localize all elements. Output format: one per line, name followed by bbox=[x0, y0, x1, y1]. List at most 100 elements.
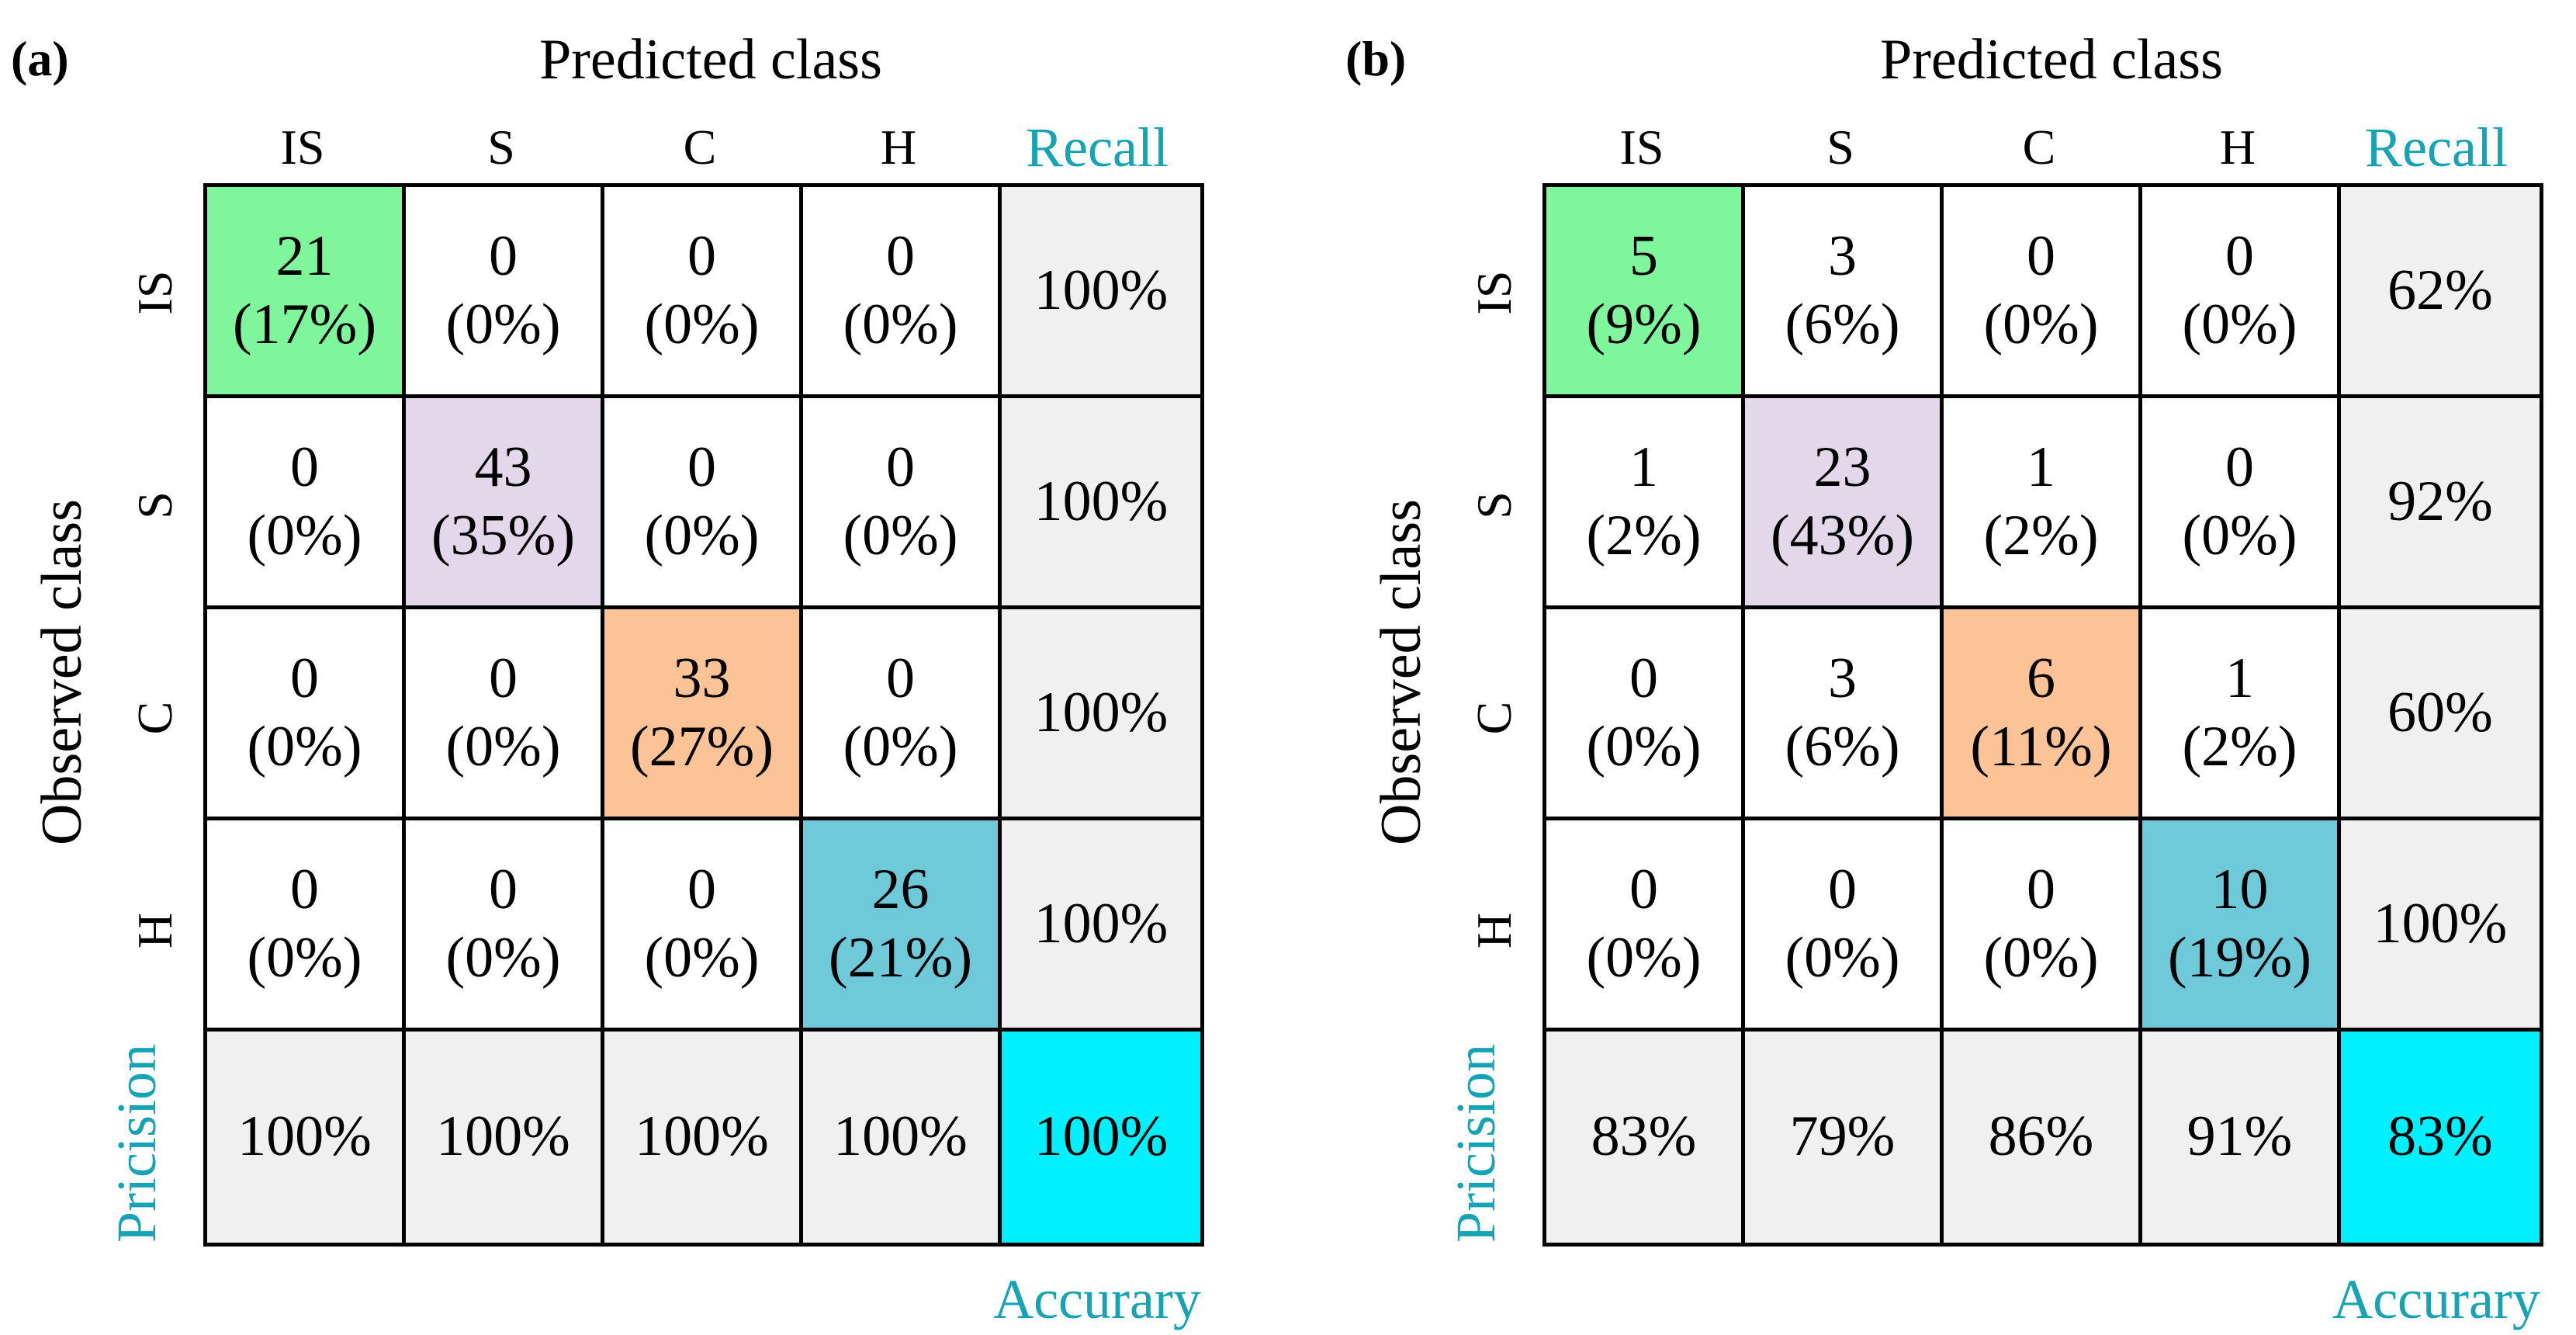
row-label-h: H bbox=[1466, 912, 1522, 949]
row-label-is: IS bbox=[127, 270, 182, 315]
recall-cell-is: 100% bbox=[1002, 187, 1200, 398]
cell-count: 33 bbox=[673, 647, 731, 711]
matrix-cell-h-c: 0 (0%) bbox=[1944, 820, 2142, 1032]
cell-count: 0 bbox=[1629, 647, 1658, 711]
precision-value: 100% bbox=[436, 1104, 570, 1169]
matrix-cell-is-h: 0 (0%) bbox=[2142, 187, 2341, 398]
matrix-cell-s-c: 1 (2%) bbox=[1944, 398, 2142, 609]
recall-cell-c: 100% bbox=[1002, 609, 1200, 820]
panel-a: (a) Predicted class IS S C H Recall Obse… bbox=[11, 28, 1204, 1330]
cell-percent: (17%) bbox=[233, 292, 376, 356]
matrix-cell-s-s: 23 (43%) bbox=[1745, 398, 1944, 609]
precision-value: 79% bbox=[1789, 1104, 1896, 1169]
cell-count: 1 bbox=[2027, 435, 2055, 500]
matrix-cell-is-is: 21 (17%) bbox=[207, 187, 406, 398]
cell-percent: (27%) bbox=[630, 714, 774, 778]
predicted-class-title: Predicted class bbox=[539, 28, 882, 92]
cell-percent: (0%) bbox=[1785, 925, 1900, 990]
recall-value: 100% bbox=[1034, 469, 1169, 533]
cell-count: 0 bbox=[2225, 435, 2254, 500]
cell-percent: (19%) bbox=[2168, 925, 2311, 990]
matrix-cell-h-is: 0 (0%) bbox=[207, 820, 406, 1032]
precision-cell-h: 100% bbox=[803, 1032, 1002, 1243]
matrix-cell-h-c: 0 (0%) bbox=[604, 820, 803, 1032]
precision-cell-h: 91% bbox=[2142, 1032, 2341, 1243]
cell-count: 0 bbox=[687, 858, 716, 922]
matrix-cell-is-s: 3 (6%) bbox=[1745, 187, 1944, 398]
matrix-cell-c-c: 33 (27%) bbox=[604, 609, 803, 820]
recall-value: 60% bbox=[2387, 680, 2493, 744]
observed-class-label: Observed class bbox=[1369, 499, 1433, 845]
matrix-cell-h-is: 0 (0%) bbox=[1546, 820, 1745, 1032]
matrix-cell-h-h: 10 (19%) bbox=[2142, 820, 2341, 1032]
column-label-h: H bbox=[880, 120, 917, 175]
matrix-cell-c-s: 3 (6%) bbox=[1745, 609, 1944, 820]
cell-percent: (0%) bbox=[843, 503, 958, 567]
cell-count: 0 bbox=[1828, 858, 1857, 922]
recall-cell-s: 92% bbox=[2341, 398, 2540, 609]
cell-percent: (0%) bbox=[1983, 292, 2099, 356]
column-label-is: IS bbox=[1619, 120, 1664, 175]
cell-count: 0 bbox=[2225, 224, 2254, 289]
matrix-cell-s-c: 0 (0%) bbox=[604, 398, 803, 609]
confusion-matrix: 5 (9%) 3 (6%) 0 (0%) 0 (0%) 62% 1 (2%) 23 (43%) 1 (2%)… bbox=[1542, 183, 2543, 1247]
cell-percent: (0%) bbox=[445, 925, 561, 990]
precision-value: 91% bbox=[2186, 1104, 2293, 1169]
cell-percent: (0%) bbox=[247, 503, 362, 567]
matrix-cell-is-s: 0 (0%) bbox=[406, 187, 604, 398]
cell-percent: (9%) bbox=[1586, 292, 1702, 356]
predicted-class-title: Predicted class bbox=[1880, 28, 2223, 92]
panel-label: (a) bbox=[11, 31, 69, 86]
cell-count: 21 bbox=[275, 224, 334, 289]
cell-count: 0 bbox=[1629, 858, 1658, 922]
precision-label: Pricision bbox=[1445, 1043, 1507, 1243]
matrix-cell-h-s: 0 (0%) bbox=[1745, 820, 1944, 1032]
recall-label: Recall bbox=[1026, 116, 1169, 179]
accuracy-value: 100% bbox=[1034, 1104, 1169, 1169]
precision-value: 86% bbox=[1988, 1104, 2094, 1169]
cell-percent: (11%) bbox=[1970, 714, 2112, 778]
cell-count: 3 bbox=[1828, 647, 1857, 711]
precision-value: 83% bbox=[1591, 1104, 1697, 1169]
recall-label: Recall bbox=[2365, 116, 2508, 179]
cell-count: 0 bbox=[886, 435, 915, 500]
precision-label: Pricision bbox=[106, 1043, 168, 1243]
matrix-cell-h-s: 0 (0%) bbox=[406, 820, 604, 1032]
cell-count: 1 bbox=[2225, 647, 2254, 711]
cell-count: 10 bbox=[2211, 858, 2269, 922]
matrix-cell-c-h: 0 (0%) bbox=[803, 609, 1002, 820]
recall-cell-h: 100% bbox=[1002, 820, 1200, 1032]
cell-percent: (0%) bbox=[843, 292, 958, 356]
accuracy-cell: 83% bbox=[2341, 1032, 2540, 1243]
recall-cell-c: 60% bbox=[2341, 609, 2540, 820]
accuracy-label: Accurary bbox=[993, 1268, 1201, 1330]
recall-cell-h: 100% bbox=[2341, 820, 2540, 1032]
matrix-cell-c-c: 6 (11%) bbox=[1944, 609, 2142, 820]
cell-count: 1 bbox=[1629, 435, 1658, 500]
cell-count: 0 bbox=[2027, 224, 2055, 289]
matrix-cell-c-h: 1 (2%) bbox=[2142, 609, 2341, 820]
cell-percent: (0%) bbox=[445, 714, 561, 778]
recall-value: 92% bbox=[2387, 469, 2493, 533]
column-label-is: IS bbox=[280, 120, 325, 175]
cell-count: 23 bbox=[1813, 435, 1871, 500]
recall-value: 100% bbox=[1034, 258, 1169, 322]
column-label-s: S bbox=[1826, 120, 1854, 175]
precision-value: 100% bbox=[635, 1104, 769, 1169]
cell-count: 0 bbox=[290, 435, 319, 500]
matrix-cell-s-is: 1 (2%) bbox=[1546, 398, 1745, 609]
matrix-cell-c-is: 0 (0%) bbox=[207, 609, 406, 820]
precision-value: 100% bbox=[833, 1104, 968, 1169]
cell-percent: (0%) bbox=[1983, 925, 2099, 990]
cell-percent: (0%) bbox=[247, 714, 362, 778]
recall-cell-is: 62% bbox=[2341, 187, 2540, 398]
row-label-s: S bbox=[127, 491, 182, 519]
matrix-cell-h-h: 26 (21%) bbox=[803, 820, 1002, 1032]
row-label-s: S bbox=[1466, 491, 1522, 519]
cell-percent: (35%) bbox=[431, 503, 575, 567]
precision-cell-is: 100% bbox=[207, 1032, 406, 1243]
cell-percent: (0%) bbox=[247, 925, 362, 990]
cell-percent: (0%) bbox=[2182, 292, 2297, 356]
cell-count: 5 bbox=[1629, 224, 1658, 289]
cell-count: 43 bbox=[474, 435, 532, 500]
